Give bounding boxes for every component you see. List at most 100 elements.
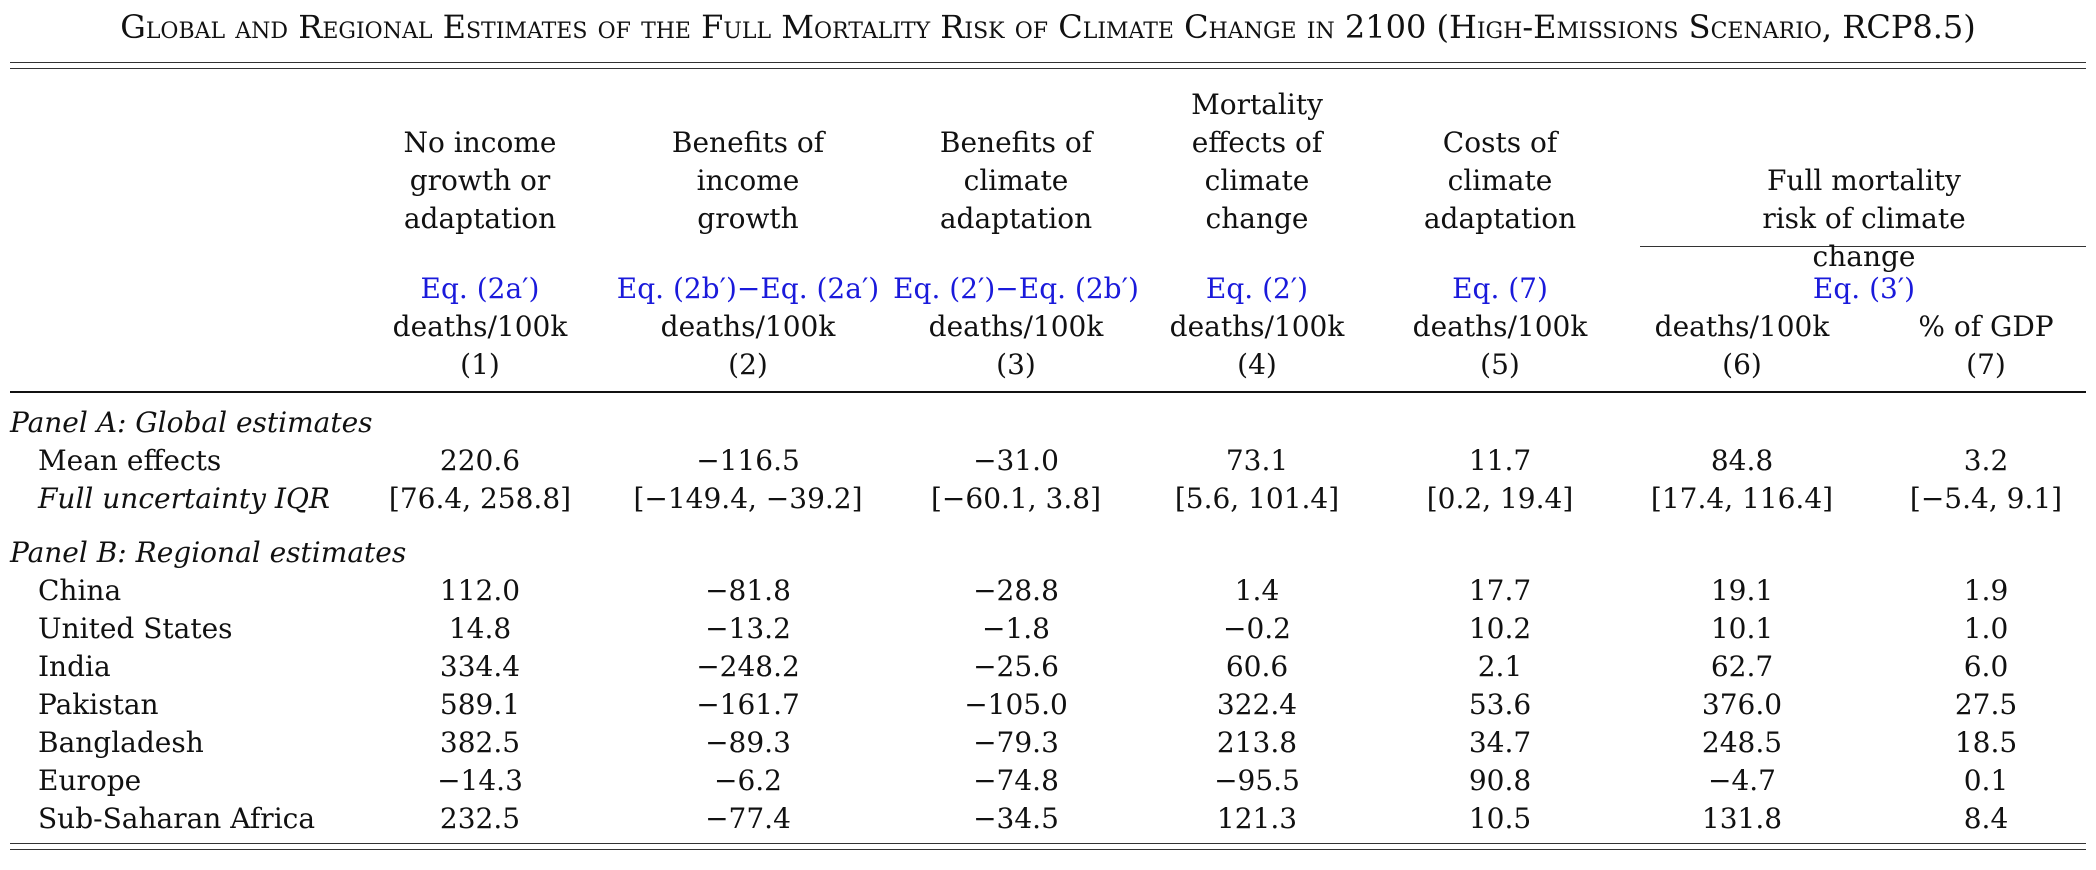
- panel-b-label: Panel B: Regional estimates: [10, 536, 407, 569]
- column-unit-5: deaths/100k: [1412, 310, 1588, 343]
- column-header-1: No income growth or adaptation: [403, 126, 557, 235]
- top-rule-1: [10, 62, 2086, 63]
- column-number-2: (2): [728, 348, 768, 381]
- table-cell: 62.7: [1710, 650, 1774, 683]
- table-cell: 232.5: [439, 802, 521, 835]
- row-label: India: [38, 650, 111, 683]
- table-cell: −13.2: [705, 612, 791, 645]
- table-cell: 0.1: [1963, 764, 2009, 797]
- table-cell: 27.5: [1954, 688, 2018, 721]
- table-cell: 84.8: [1710, 444, 1774, 477]
- column-equation-1: Eq. (2a′): [420, 272, 540, 305]
- table-cell: [17.4, 116.4]: [1650, 482, 1834, 515]
- row-label: Pakistan: [38, 688, 159, 721]
- column-unit-6: deaths/100k: [1654, 310, 1830, 343]
- bottom-rule-1: [10, 843, 2086, 844]
- table-cell: −74.8: [973, 764, 1059, 797]
- row-label: Mean effects: [38, 444, 222, 477]
- table-cell: 6.0: [1963, 650, 2009, 683]
- table-cell: −248.2: [696, 650, 800, 683]
- table-cell: 8.4: [1963, 802, 2009, 835]
- header-rule: [10, 391, 2086, 393]
- table-cell: 53.6: [1468, 688, 1532, 721]
- table-cell: 10.1: [1710, 612, 1774, 645]
- table-cell: −95.5: [1214, 764, 1300, 797]
- column-equation-5: Eq. (7): [1452, 272, 1548, 305]
- table-cell: 3.2: [1963, 444, 2009, 477]
- column-number-6: (6): [1722, 348, 1762, 381]
- table-cell: [76.4, 258.8]: [388, 482, 572, 515]
- table-cell: −4.7: [1708, 764, 1776, 797]
- table-cell: 73.1: [1225, 444, 1289, 477]
- table-cell: −0.2: [1223, 612, 1291, 645]
- table-cell: 18.5: [1954, 726, 2018, 759]
- column-equation-4: Eq. (2′): [1205, 272, 1309, 305]
- column-header-2: Benefits of income growth: [671, 126, 825, 235]
- group-header-full-mortality: Full mortality risk of climate change: [1762, 164, 1966, 273]
- column-unit-2: deaths/100k: [660, 310, 836, 343]
- table-cell: 213.8: [1216, 726, 1298, 759]
- table-cell: −31.0: [973, 444, 1059, 477]
- table-cell: 60.6: [1225, 650, 1289, 683]
- column-number-5: (5): [1480, 348, 1520, 381]
- column-number-4: (4): [1237, 348, 1277, 381]
- bottom-rule-2: [10, 849, 2086, 850]
- column-equation-3: Eq. (2′)−Eq. (2b′): [893, 272, 1139, 305]
- panel-a-label: Panel A: Global estimates: [10, 406, 373, 439]
- row-label: United States: [38, 612, 233, 645]
- table-cell: 90.8: [1468, 764, 1532, 797]
- table-cell: −89.3: [705, 726, 791, 759]
- table-cell: −161.7: [696, 688, 800, 721]
- table-cell: −81.8: [705, 574, 791, 607]
- table-cell: 19.1: [1710, 574, 1774, 607]
- table-cell: 2.1: [1477, 650, 1523, 683]
- table-cell: 248.5: [1701, 726, 1783, 759]
- row-label: Bangladesh: [38, 726, 204, 759]
- table-cell: −77.4: [705, 802, 791, 835]
- table-cell: 1.4: [1234, 574, 1280, 607]
- table-title: Global and Regional Estimates of the Ful…: [120, 8, 1976, 46]
- column-number-7: (7): [1966, 348, 2006, 381]
- group-underline: [1640, 246, 2086, 247]
- table-cell: 121.3: [1216, 802, 1298, 835]
- table-cell: −25.6: [973, 650, 1059, 683]
- row-label: China: [38, 574, 122, 607]
- table-cell: 334.4: [439, 650, 521, 683]
- row-label: Europe: [38, 764, 142, 797]
- table-cell: −14.3: [437, 764, 523, 797]
- table-cell: 34.7: [1468, 726, 1532, 759]
- table-cell: 382.5: [439, 726, 521, 759]
- top-rule-2: [10, 68, 2086, 69]
- table-cell: 17.7: [1468, 574, 1532, 607]
- table-cell: −1.8: [982, 612, 1050, 645]
- table-cell: 322.4: [1216, 688, 1298, 721]
- table-cell: 10.2: [1468, 612, 1532, 645]
- table-cell: 11.7: [1468, 444, 1532, 477]
- column-number-1: (1): [460, 348, 500, 381]
- table-cell: −6.2: [714, 764, 782, 797]
- table-cell: [0.2, 19.4]: [1426, 482, 1574, 515]
- table-cell: 131.8: [1701, 802, 1783, 835]
- table-cell: −28.8: [973, 574, 1059, 607]
- row-label: Full uncertainty IQR: [38, 482, 330, 515]
- table-cell: 376.0: [1701, 688, 1783, 721]
- column-header-3: Benefits of climate adaptation: [939, 126, 1093, 235]
- table-cell: 1.9: [1963, 574, 2009, 607]
- column-number-3: (3): [996, 348, 1036, 381]
- table-cell: −116.5: [696, 444, 800, 477]
- table-cell: [5.6, 101.4]: [1174, 482, 1340, 515]
- table-cell: [−60.1, 3.8]: [931, 482, 1101, 515]
- column-unit-3: deaths/100k: [928, 310, 1104, 343]
- table-cell: [−5.4, 9.1]: [1909, 482, 2063, 515]
- table-cell: 220.6: [439, 444, 521, 477]
- table-cell: −34.5: [973, 802, 1059, 835]
- column-header-4: Mortality effects of climate change: [1191, 88, 1323, 235]
- table-cell: −105.0: [964, 688, 1068, 721]
- table-cell: 1.0: [1963, 612, 2009, 645]
- table-cell: 112.0: [439, 574, 521, 607]
- table-cell: 589.1: [439, 688, 521, 721]
- column-unit-4: deaths/100k: [1169, 310, 1345, 343]
- table-cell: −79.3: [973, 726, 1059, 759]
- group-header-equation: Eq. (3′): [1812, 272, 1916, 305]
